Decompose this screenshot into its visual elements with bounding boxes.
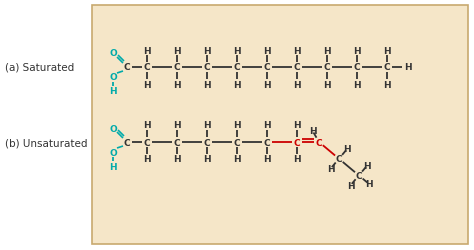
Text: (a) Saturated: (a) Saturated <box>5 63 74 73</box>
Text: C: C <box>144 63 150 72</box>
Text: H: H <box>404 63 412 72</box>
Text: H: H <box>293 46 301 55</box>
Text: C: C <box>336 154 342 164</box>
Text: H: H <box>383 80 391 89</box>
Text: H: H <box>203 80 211 89</box>
Text: H: H <box>173 46 181 55</box>
Text: H: H <box>263 121 271 130</box>
Text: H: H <box>173 121 181 130</box>
Text: H: H <box>143 121 151 130</box>
Text: H: H <box>346 181 354 190</box>
Text: C: C <box>264 63 270 72</box>
Text: H: H <box>293 80 301 89</box>
Text: C: C <box>204 138 210 147</box>
Text: C: C <box>383 63 390 72</box>
Text: H: H <box>143 80 151 89</box>
Text: O: O <box>109 73 117 82</box>
Text: H: H <box>143 155 151 164</box>
Text: H: H <box>364 161 371 170</box>
Text: H: H <box>327 164 334 173</box>
Text: C: C <box>173 138 180 147</box>
Text: C: C <box>234 63 240 72</box>
Text: H: H <box>109 87 117 96</box>
Text: C: C <box>324 63 330 72</box>
Text: H: H <box>173 155 181 164</box>
Text: H: H <box>203 121 211 130</box>
Text: C: C <box>264 138 270 147</box>
Text: H: H <box>109 162 117 171</box>
Text: C: C <box>124 138 130 147</box>
Text: (b) Unsaturated: (b) Unsaturated <box>5 138 88 147</box>
Text: C: C <box>316 138 322 147</box>
Text: C: C <box>234 138 240 147</box>
Text: C: C <box>356 171 362 180</box>
Text: O: O <box>109 148 117 157</box>
Text: H: H <box>263 80 271 89</box>
Text: H: H <box>203 155 211 164</box>
Text: H: H <box>344 145 351 154</box>
Text: H: H <box>293 121 301 130</box>
Text: C: C <box>144 138 150 147</box>
Text: C: C <box>173 63 180 72</box>
Text: H: H <box>233 80 241 89</box>
Text: H: H <box>353 46 361 55</box>
Text: C: C <box>354 63 360 72</box>
Text: H: H <box>173 80 181 89</box>
Text: H: H <box>323 46 331 55</box>
Text: H: H <box>353 80 361 89</box>
Text: C: C <box>124 63 130 72</box>
Text: H: H <box>263 155 271 164</box>
Text: H: H <box>203 46 211 55</box>
Text: C: C <box>294 63 301 72</box>
Text: H: H <box>383 46 391 55</box>
Text: H: H <box>293 155 301 164</box>
Text: H: H <box>309 127 316 136</box>
Text: H: H <box>233 155 241 164</box>
Text: H: H <box>233 121 241 130</box>
Text: H: H <box>365 180 373 188</box>
Text: C: C <box>294 138 301 147</box>
Text: H: H <box>263 46 271 55</box>
Text: H: H <box>143 46 151 55</box>
FancyBboxPatch shape <box>92 6 468 244</box>
Text: O: O <box>109 124 117 133</box>
Text: H: H <box>233 46 241 55</box>
Text: C: C <box>204 63 210 72</box>
Text: H: H <box>323 80 331 89</box>
Text: O: O <box>109 49 117 58</box>
